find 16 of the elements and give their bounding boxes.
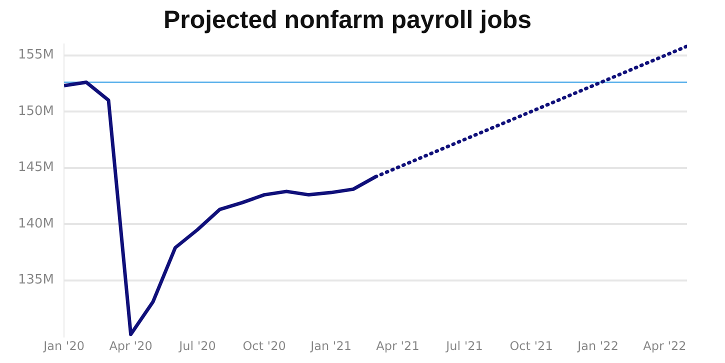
x-tick-label: Apr '20 [109,338,152,353]
y-tick-label: 145M [18,160,54,176]
x-tick-label: Jan '20 [42,338,84,353]
y-tick-label: 140M [18,216,54,232]
x-tick-label: Oct '20 [242,338,286,353]
x-tick-label: Jan '22 [576,338,618,353]
x-tick-label: Jan '21 [310,338,352,353]
x-tick-label: Apr '22 [643,338,686,353]
y-tick-label: 155M [18,48,54,63]
y-tick-label: 135M [18,272,54,288]
x-tick-label: Apr '21 [376,338,420,353]
y-tick-label: 150M [18,104,54,119]
x-tick-label: Jul '21 [445,338,483,353]
chart-title: Projected nonfarm payroll jobs [163,6,532,34]
x-tick-label: Jul '20 [178,338,216,353]
x-tick-label: Oct '21 [510,338,553,353]
